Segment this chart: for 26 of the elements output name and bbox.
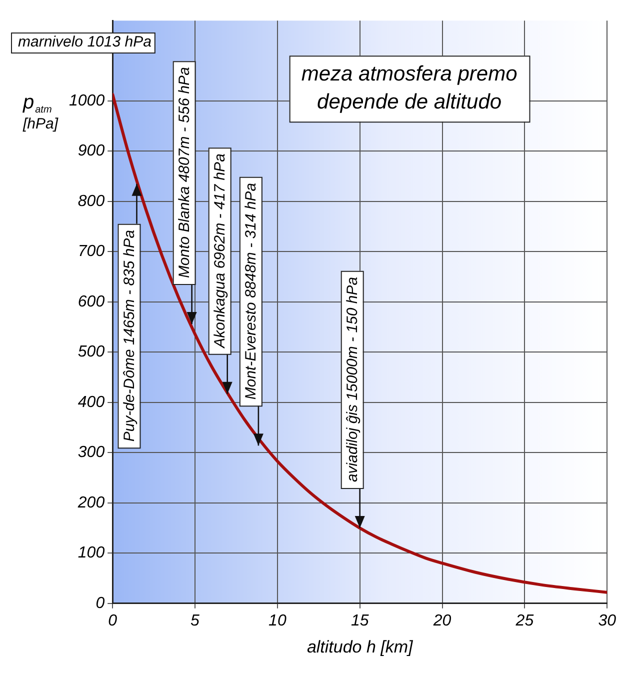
- y-tick-label: 200: [76, 494, 105, 512]
- y-tick-label: 1000: [69, 92, 105, 110]
- y-tick-label: 100: [78, 544, 105, 562]
- x-tick-label: 10: [268, 612, 286, 630]
- y-tick-label: 600: [78, 293, 105, 310]
- x-tick-label: 30: [598, 612, 616, 630]
- y-tick-label: 500: [78, 344, 105, 361]
- annotation: Mont-Everesto 8848m - 314 hPa: [242, 182, 260, 400]
- y-tick-label: 900: [78, 142, 105, 160]
- x-tick-label: 5: [190, 612, 200, 630]
- x-tick-label: 25: [514, 612, 534, 630]
- y-tick-label: 700: [78, 243, 105, 260]
- y-tick-label: 0: [96, 594, 105, 612]
- y-tick-label: 800: [78, 192, 105, 210]
- x-tick-label: 20: [432, 612, 452, 630]
- annotation: Puy-de-Dôme 1465m - 835 hPa: [120, 230, 138, 442]
- x-axis-title: altitudo h [km]: [306, 638, 414, 657]
- annotation: aviadiloj ĝis 15000m - 150 hPa: [344, 276, 362, 482]
- y-tick-label: 300: [78, 444, 105, 462]
- x-tick-label: 15: [350, 612, 369, 630]
- annotation: Monto Blanka 4807m - 556 hPa: [176, 67, 193, 278]
- text: meza atmosfera premo depende de altitudo: [301, 62, 518, 114]
- annotation: marnivelo 1013 hPa: [18, 34, 152, 51]
- x-tick-label: 0: [108, 612, 118, 630]
- annotation: Akonkagua 6962m - 417 hPa: [212, 154, 229, 349]
- y-tick-label: 400: [78, 394, 105, 411]
